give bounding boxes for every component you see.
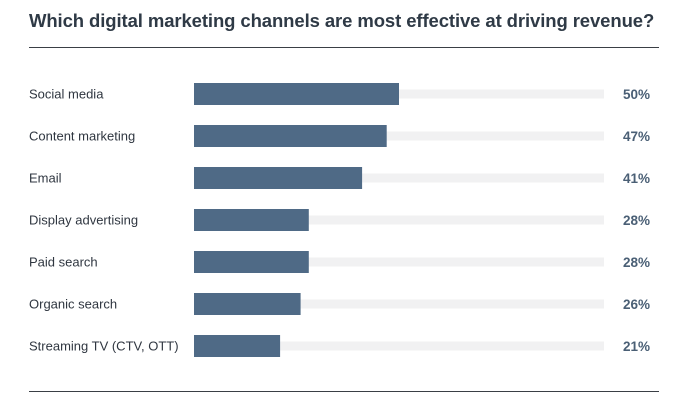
- bar-streaming-tv-ctv-ott: [194, 335, 281, 357]
- bar-email: [194, 167, 363, 189]
- bottom-divider: [29, 391, 659, 392]
- bar-track-paid-search: [194, 257, 604, 267]
- category-label-content-marketing: Content marketing: [29, 129, 135, 144]
- category-label-email: Email: [29, 171, 62, 186]
- top-divider: [29, 47, 659, 48]
- category-label-paid-search: Paid search: [29, 255, 98, 270]
- value-label-streaming-tv-ctv-ott: 21%: [623, 339, 650, 354]
- bar-track-organic-search: [194, 299, 604, 309]
- value-label-content-marketing: 47%: [623, 129, 650, 144]
- category-label-organic-search: Organic search: [29, 297, 117, 312]
- bar-track-streaming-tv-ctv-ott: [194, 341, 604, 351]
- category-label-social-media: Social media: [29, 87, 104, 102]
- bar-content-marketing: [194, 125, 387, 147]
- bar-display-advertising: [194, 209, 309, 231]
- bar-track-content-marketing: [194, 131, 604, 141]
- value-label-organic-search: 26%: [623, 297, 650, 312]
- bar-track-email: [194, 173, 604, 183]
- value-label-email: 41%: [623, 171, 650, 186]
- value-label-social-media: 50%: [623, 87, 650, 102]
- chart-title: Which digital marketing channels are mos…: [29, 10, 655, 31]
- bar-paid-search: [194, 251, 309, 273]
- bar-organic-search: [194, 293, 301, 315]
- category-label-streaming-tv-ctv-ott: Streaming TV (CTV, OTT): [29, 339, 179, 354]
- value-label-paid-search: 28%: [623, 255, 650, 270]
- category-label-display-advertising: Display advertising: [29, 213, 138, 228]
- bar-social-media: [194, 83, 399, 105]
- bar-track-display-advertising: [194, 215, 604, 225]
- value-label-display-advertising: 28%: [623, 213, 650, 228]
